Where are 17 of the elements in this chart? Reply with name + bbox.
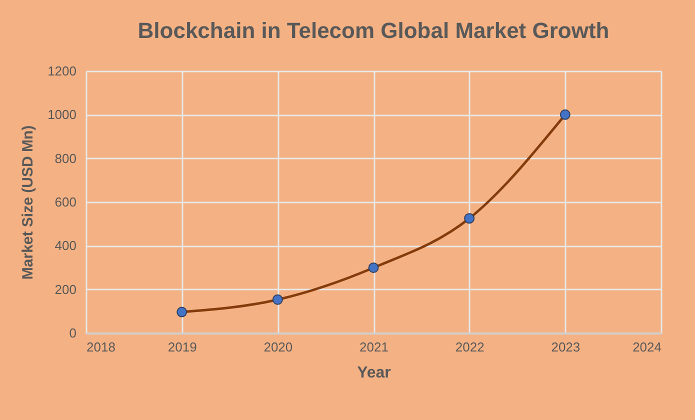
x-axis-title: Year	[357, 364, 391, 382]
x-tick-label: 2023	[551, 340, 580, 354]
y-tick-label: 1000	[48, 107, 76, 122]
y-tick-label: 400	[54, 238, 76, 254]
y-tick-label: 0	[69, 326, 76, 340]
y-tick-label: 200	[54, 282, 76, 297]
x-tick-label: 2022	[455, 340, 484, 354]
x-tick-label: 2024	[632, 340, 662, 354]
chart-title: Blockchain in Telecom Global Market Growth	[138, 18, 610, 43]
y-tick-label: 800	[54, 150, 76, 166]
y-tick-label: 600	[54, 194, 76, 210]
x-tick-label: 2018	[86, 340, 116, 354]
y-axis-title: Market Size (USD Mn)	[20, 125, 37, 280]
x-tick-label: 2021	[360, 340, 388, 354]
x-tick-label: 2019	[168, 340, 197, 354]
y-tick-label: 1200	[48, 64, 76, 78]
x-tick-label: 2020	[264, 340, 293, 354]
